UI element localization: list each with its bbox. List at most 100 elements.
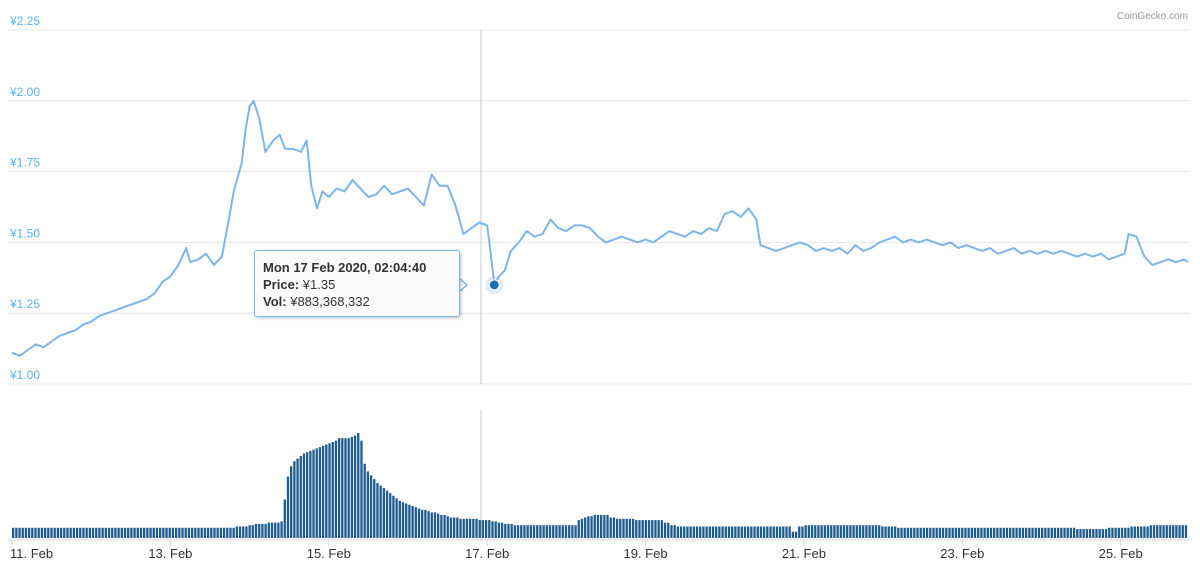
volume-bar <box>430 512 433 538</box>
volume-bar <box>1076 529 1079 538</box>
volume-bar <box>251 525 254 538</box>
volume-bar <box>104 527 107 538</box>
volume-bar <box>357 433 360 538</box>
volume-bar <box>133 527 136 538</box>
volume-bar <box>587 516 590 538</box>
x-tick-label: 21. Feb <box>782 546 826 561</box>
volume-bar <box>1002 527 1005 538</box>
volume-bar <box>1034 527 1037 538</box>
volume-bar <box>743 526 747 538</box>
volume-bar <box>414 507 417 538</box>
volume-bar <box>798 526 801 538</box>
volume-bar <box>1172 525 1175 538</box>
volume-bar <box>373 479 376 538</box>
volume-bar <box>903 527 906 538</box>
volume-bar <box>306 452 309 538</box>
volume-bar <box>468 518 472 538</box>
volume-bar <box>804 525 807 538</box>
volume-bar <box>123 527 127 538</box>
volume-bar <box>552 525 555 538</box>
volume-bar <box>986 527 989 538</box>
volume-bar <box>993 527 996 538</box>
volume-bar <box>1149 525 1152 538</box>
volume-bar <box>1165 525 1168 538</box>
volume-bar <box>794 531 798 538</box>
highlight-marker[interactable] <box>488 279 500 291</box>
volume-bar <box>935 527 938 538</box>
volume-bar <box>1015 527 1018 538</box>
volume-bar <box>1127 527 1130 538</box>
volume-bar <box>894 526 897 538</box>
volume-bar <box>874 525 878 538</box>
volume-bar <box>945 527 948 538</box>
volume-bar <box>782 526 785 538</box>
volume-bar <box>286 476 290 538</box>
volume-bar <box>280 521 283 538</box>
volume-bar <box>417 508 421 538</box>
volume-bar <box>424 509 427 538</box>
volume-bar <box>497 522 501 538</box>
volume-bar <box>321 445 325 538</box>
volume-bar <box>865 525 868 538</box>
volume-bar <box>731 526 734 538</box>
x-tick-label: 13. Feb <box>148 546 192 561</box>
credit-text[interactable]: CoinGecko.com <box>1117 11 1188 22</box>
volume-bar <box>440 514 443 538</box>
y-tick-label: ¥2.00 <box>9 85 40 99</box>
volume-bar <box>504 523 507 538</box>
volume-bar <box>999 527 1002 538</box>
volume-bar <box>130 527 133 538</box>
volume-bar <box>737 526 740 538</box>
volume-bar <box>609 517 612 538</box>
volume-bar <box>296 458 299 538</box>
volume-bar <box>302 453 306 538</box>
volume-bar <box>1044 527 1047 538</box>
volume-bar <box>1056 527 1060 538</box>
volume-bar <box>1060 527 1063 538</box>
volume-bar <box>31 527 34 538</box>
volume-bar <box>753 526 756 538</box>
volume-bar <box>95 527 98 538</box>
volume-bar <box>283 499 286 538</box>
volume-bar <box>478 520 481 538</box>
volume-bar <box>347 438 350 538</box>
tooltip-arrow-inner <box>459 279 466 291</box>
volume-bar <box>210 527 213 538</box>
volume-bar <box>1079 529 1082 538</box>
volume-bar <box>676 526 679 538</box>
volume-bar <box>53 527 56 538</box>
volume-bar <box>954 527 958 538</box>
volume-bar <box>689 526 692 538</box>
volume-bar <box>149 527 152 538</box>
volume-bar <box>325 444 328 538</box>
tooltip-price-label: Price: <box>263 277 300 292</box>
volume-bar <box>484 520 488 538</box>
volume-bar <box>350 436 354 538</box>
volume-bar <box>258 523 261 538</box>
volume-bar <box>82 527 85 538</box>
volume-bar <box>1181 525 1184 538</box>
volume-bar <box>1095 529 1098 538</box>
volume-bar <box>1053 527 1057 538</box>
volume-bar <box>1037 527 1041 538</box>
volume-bar <box>1082 529 1085 538</box>
x-tick-label: 15. Feb <box>307 546 351 561</box>
volume-bar <box>756 526 759 538</box>
volume-bar <box>494 521 497 538</box>
volume-bar <box>114 527 117 538</box>
volume-bar <box>427 511 430 538</box>
volume-bar <box>379 485 382 538</box>
volume-bar <box>657 520 660 538</box>
volume-bar <box>274 522 277 538</box>
volume-bar <box>1031 527 1034 538</box>
volume-bar <box>957 527 961 538</box>
volume-bar <box>667 522 670 538</box>
volume-bar <box>590 516 593 538</box>
volume-bar <box>555 525 558 538</box>
volume-bar <box>216 527 219 538</box>
volume-bar <box>887 526 890 538</box>
volume-bar <box>411 506 414 538</box>
volume-bar <box>625 518 628 538</box>
